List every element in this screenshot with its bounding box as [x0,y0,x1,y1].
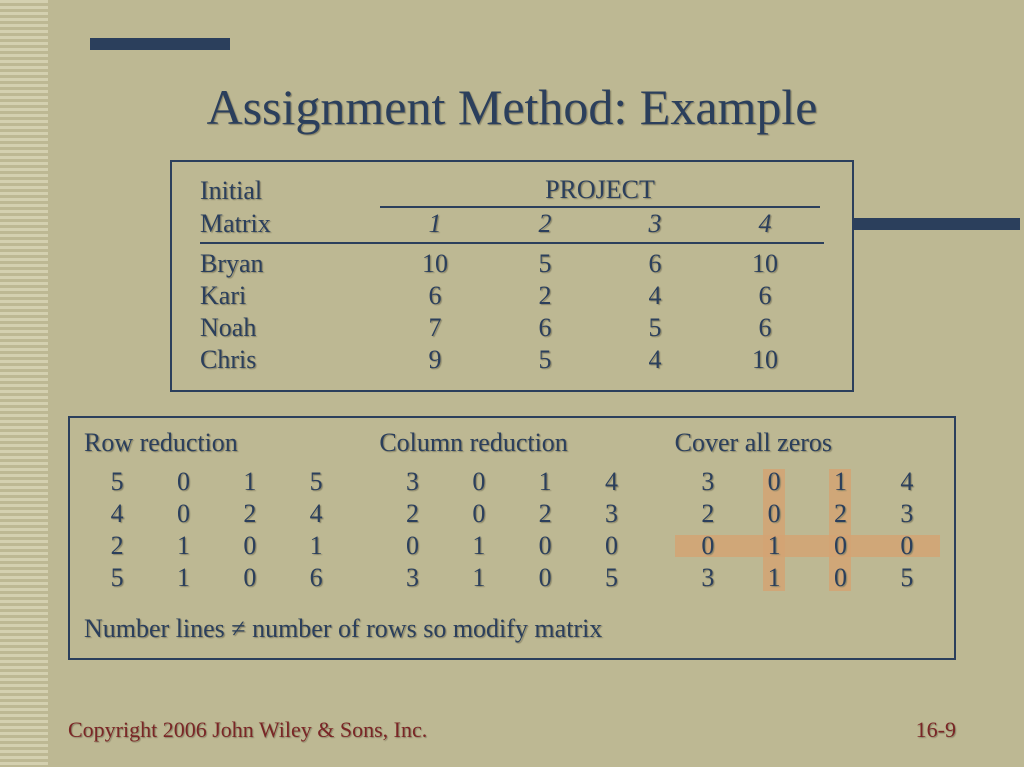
matrix-cell: 1 [741,562,807,594]
matrix-cell: 0 [217,562,283,594]
matrix: 5015402421015106 [84,466,349,594]
matrix-cell: 3 [675,466,741,498]
matrix-cell: 2 [84,530,150,562]
matrix-cell: 2 [675,498,741,530]
matrix-cell: 6 [380,280,490,312]
col-head-2: 2 [490,208,600,240]
col-head-1: 1 [380,208,490,240]
col-head-3: 3 [600,208,710,240]
matrix-cell: 10 [380,248,490,280]
page-number: 16-9 [916,717,956,743]
matrix-cell: 2 [217,498,283,530]
matrix-cell: 4 [578,466,644,498]
matrix-cell: 0 [807,530,873,562]
matrix-cell: 10 [710,344,820,376]
matrix-cell: 2 [807,498,873,530]
matrix-cell: 6 [283,562,349,594]
divider [200,242,824,244]
matrix-cell: 5 [578,562,644,594]
block-title: Cover all zeros [675,428,940,458]
matrix-cell: 2 [512,498,578,530]
matrix-wrap: 3014202301003105 [675,466,940,594]
matrix-cell: 0 [874,530,940,562]
matrix-cell: 0 [512,530,578,562]
matrix-cell: 0 [578,530,644,562]
matrix-rows: Bryan105610Kari6246Noah7656Chris95410 [200,248,824,376]
matrix-cell: 1 [283,530,349,562]
matrix-cell: 0 [741,466,807,498]
reduction-panel: Row reduction5015402421015106Column redu… [68,416,956,660]
row-name: Noah [200,312,380,344]
matrix-cell: 4 [84,498,150,530]
matrix-cell: 1 [741,530,807,562]
copyright-text: Copyright 2006 John Wiley & Sons, Inc. [68,717,427,743]
matrix-wrap: 5015402421015106 [84,466,349,594]
matrix-cell: 0 [741,498,807,530]
initial-matrix-panel: Initial PROJECT Matrix 1 2 3 4 Bryan1056… [170,160,854,392]
label-matrix: Matrix [200,208,380,240]
matrix: 3014202301003105 [675,466,940,594]
label-project: PROJECT [380,174,820,208]
matrix-cell: 0 [675,530,741,562]
matrix-cell: 6 [710,312,820,344]
matrix-cell: 0 [217,530,283,562]
matrix-cell: 6 [490,312,600,344]
matrix-cell: 1 [446,562,512,594]
matrix-cell: 5 [490,248,600,280]
matrix-cell: 3 [675,562,741,594]
label-initial: Initial [200,175,380,207]
matrix-cell: 5 [283,466,349,498]
matrix: 3014202301003105 [379,466,644,594]
matrix-cell: 2 [490,280,600,312]
matrix-cell: 3 [874,498,940,530]
matrix-cell: 4 [600,344,710,376]
matrix-cell: 0 [512,562,578,594]
matrix-cell: 1 [150,530,216,562]
reduction-block: Column reduction3014202301003105 [379,428,644,594]
matrix-cell: 7 [380,312,490,344]
matrix-cell: 5 [84,466,150,498]
row-name: Chris [200,344,380,376]
block-title: Row reduction [84,428,349,458]
matrix-cell: 4 [283,498,349,530]
matrix-cell: 1 [807,466,873,498]
matrix-cell: 5 [874,562,940,594]
note-text: Number lines ≠ number of rows so modify … [84,614,940,644]
matrix-cell: 2 [379,498,445,530]
matrix-cell: 5 [600,312,710,344]
matrix-cell: 3 [379,466,445,498]
block-title: Column reduction [379,428,644,458]
matrix-cell: 6 [600,248,710,280]
matrix-cell: 1 [150,562,216,594]
slide-title: Assignment Method: Example [0,78,1024,136]
matrix-cell: 4 [874,466,940,498]
matrix-wrap: 3014202301003105 [379,466,644,594]
matrix-cell: 9 [380,344,490,376]
matrix-cell: 0 [446,498,512,530]
row-name: Bryan [200,248,380,280]
matrix-cell: 4 [600,280,710,312]
matrix-cell: 3 [379,562,445,594]
row-name: Kari [200,280,380,312]
matrix-cell: 0 [379,530,445,562]
reduction-block: Row reduction5015402421015106 [84,428,349,594]
matrix-cell: 1 [512,466,578,498]
matrix-cell: 5 [490,344,600,376]
matrix-cell: 0 [150,498,216,530]
matrix-cell: 1 [217,466,283,498]
reduction-block: Cover all zeros3014202301003105 [675,428,940,594]
matrix-cell: 0 [807,562,873,594]
matrix-cell: 3 [578,498,644,530]
matrix-cell: 10 [710,248,820,280]
col-head-4: 4 [710,208,820,240]
matrix-cell: 0 [446,466,512,498]
matrix-cell: 6 [710,280,820,312]
matrix-cell: 1 [446,530,512,562]
matrix-cell: 0 [150,466,216,498]
matrix-cell: 5 [84,562,150,594]
accent-bar-top [90,38,230,50]
